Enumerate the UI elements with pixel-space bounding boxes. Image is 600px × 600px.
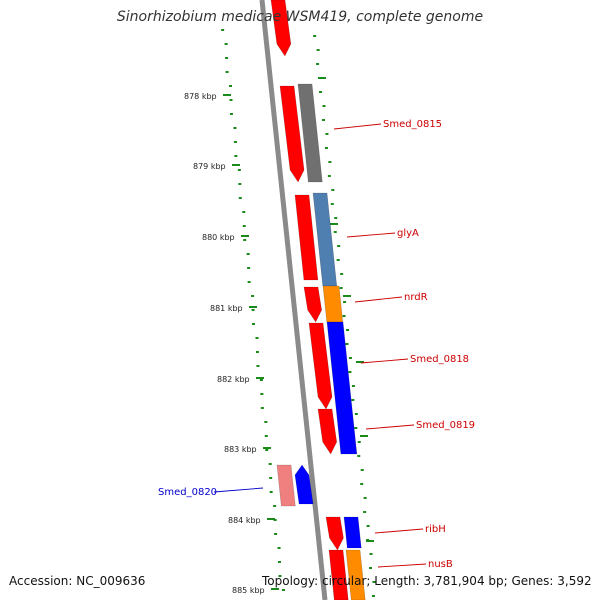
kbp-label: 879 kbp (193, 162, 226, 171)
gene-leader-line (346, 232, 396, 238)
cds-feature[interactable] (317, 408, 338, 455)
gene-label-smed_0815[interactable]: Smed_0815 (383, 119, 442, 130)
gene-leader-line (354, 296, 403, 303)
gene-feature[interactable] (294, 464, 314, 505)
gene-feature[interactable] (322, 285, 344, 323)
kbp-label: 884 kbp (228, 516, 261, 525)
gene-label-smed_0819[interactable]: Smed_0819 (416, 420, 475, 431)
gene-label-smed_0820[interactable]: Smed_0820 (158, 487, 217, 498)
gene-leader-line (360, 358, 409, 364)
genome-stats-text: Topology: circular; Length: 3,781,904 bp… (262, 574, 592, 588)
gene-leader-line (377, 563, 427, 568)
gene-feature[interactable] (343, 516, 362, 549)
kbp-ruler: 878 kbp 879 kbp 880 kbp 881 kbp 882 kbp 883 k… (184, 92, 279, 595)
gene-label-nrdr[interactable]: nrdR (404, 292, 428, 303)
gene-leader-line (333, 123, 382, 130)
cds-feature[interactable] (279, 85, 305, 183)
cds-feature[interactable] (276, 464, 296, 507)
kbp-label: 882 kbp (217, 375, 250, 384)
gene-label-glya[interactable]: glyA (397, 228, 419, 239)
cds-feature[interactable] (328, 549, 349, 600)
feature-track (270, 0, 366, 600)
genome-title: Sinorhizobium medicae WSM419, complete g… (116, 9, 484, 25)
kbp-label: 885 kbp (232, 586, 265, 595)
accession-text: Accession: NC_009636 (9, 574, 146, 588)
kbp-label: 878 kbp (184, 92, 217, 101)
gene-label-layer: Smed_0815 glyA nrdR Smed_0818 Smed_0819 Smed_… (158, 119, 475, 570)
cds-feature[interactable] (303, 286, 322, 323)
cds-feature[interactable] (270, 0, 292, 57)
gc-skew-track-left (221, 29, 285, 591)
cds-feature[interactable] (308, 322, 333, 410)
genome-backbone (259, 0, 328, 600)
gene-label-smed_0818[interactable]: Smed_0818 (410, 354, 469, 365)
gc-skew-track-right (313, 35, 376, 597)
gene-feature[interactable] (326, 321, 358, 455)
gene-feature[interactable] (345, 549, 366, 600)
kbp-label: 881 kbp (210, 304, 243, 313)
gene-label-nusb[interactable]: nusB (428, 559, 453, 570)
gene-feature[interactable] (297, 83, 323, 183)
kbp-label: 880 kbp (202, 233, 235, 242)
gene-leader-line (365, 424, 415, 430)
cds-feature[interactable] (325, 516, 344, 551)
gene-leader-line (213, 487, 264, 493)
gene-label-ribh[interactable]: ribH (425, 524, 446, 535)
cds-feature[interactable] (294, 194, 319, 281)
gene-leader-line (374, 528, 424, 534)
kbp-label: 883 kbp (224, 445, 257, 454)
